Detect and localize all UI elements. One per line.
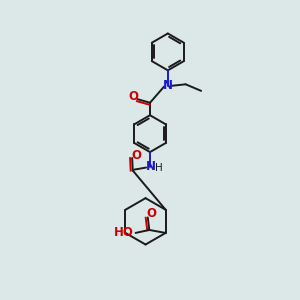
Text: O: O xyxy=(128,90,138,103)
Text: HO: HO xyxy=(114,226,134,239)
Text: N: N xyxy=(163,79,173,92)
Text: H: H xyxy=(155,163,163,172)
Text: O: O xyxy=(132,148,142,162)
Text: N: N xyxy=(146,160,156,173)
Text: O: O xyxy=(146,207,156,220)
